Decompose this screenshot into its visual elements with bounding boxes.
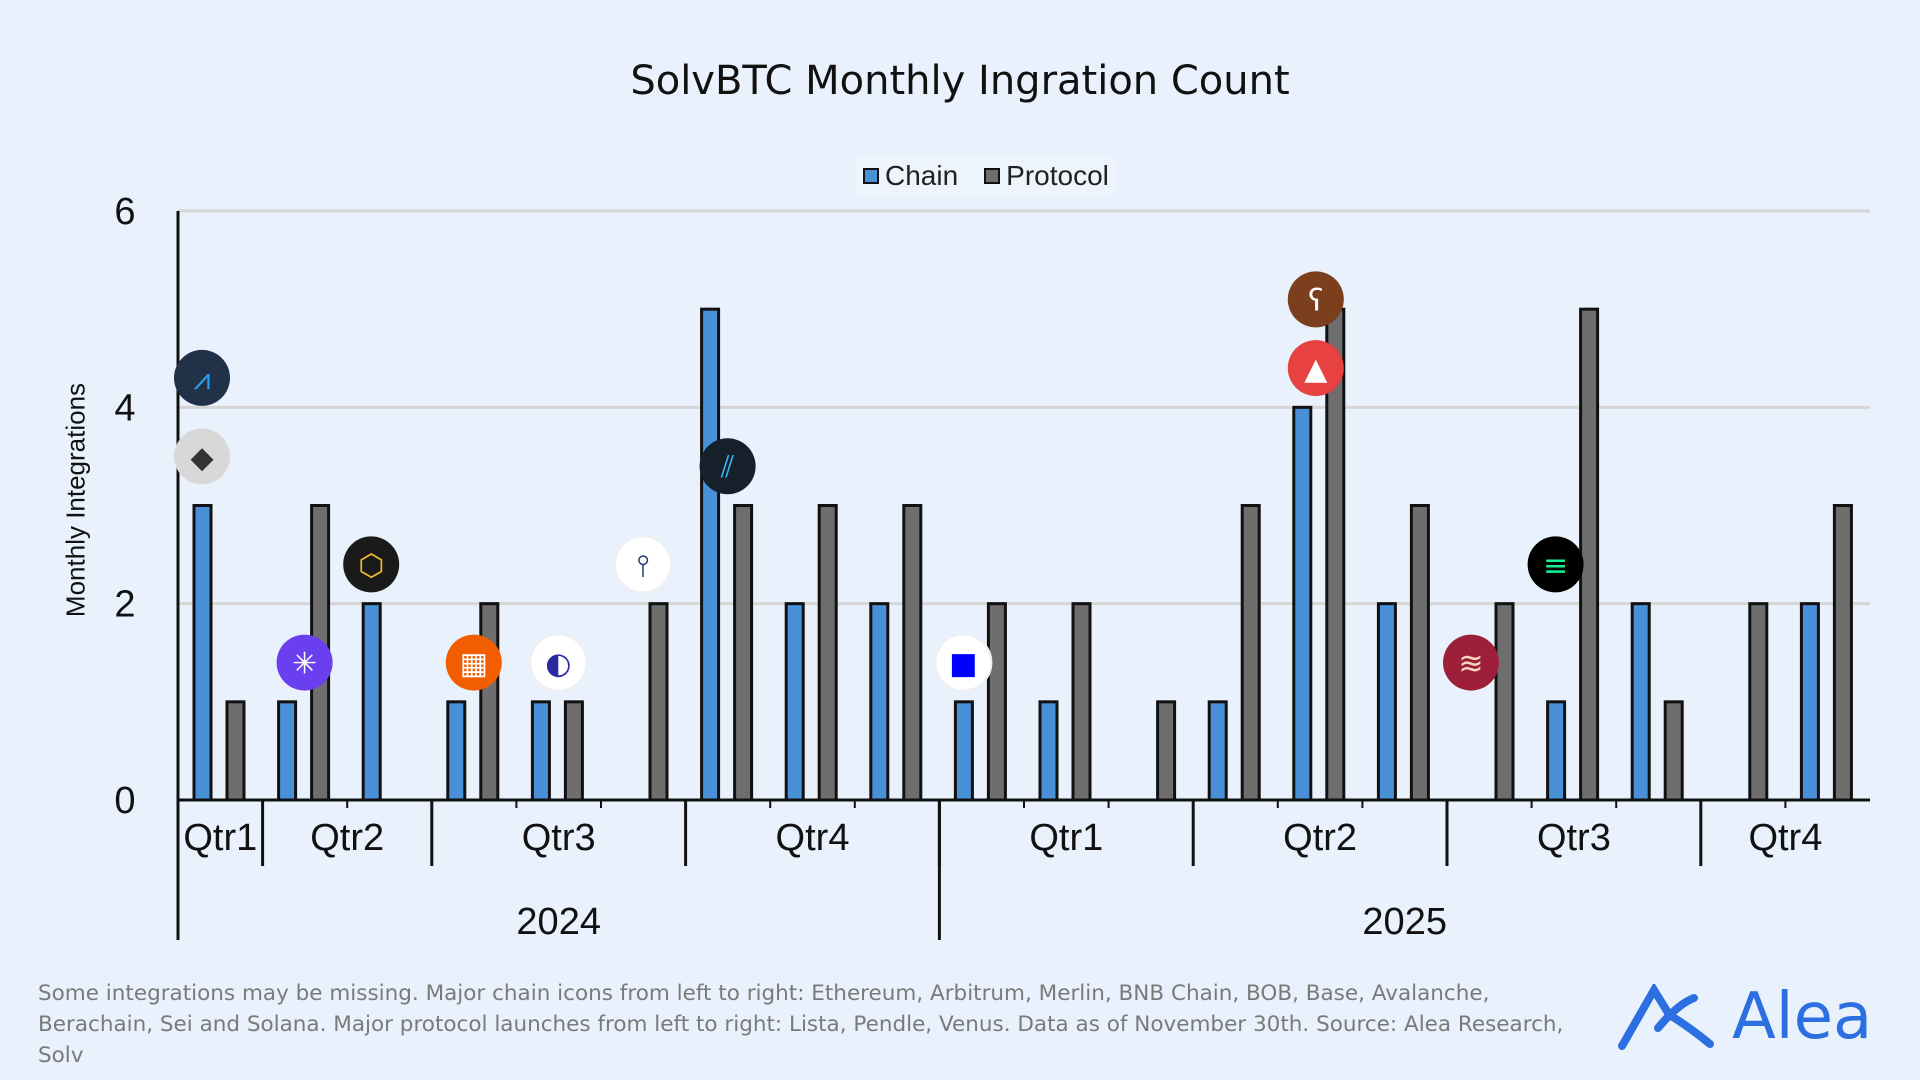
ethereum-icon-glyph: ◆ xyxy=(190,440,213,475)
bar-protocol xyxy=(648,602,669,802)
bar-chain xyxy=(530,700,551,802)
y-tick-label: 0 xyxy=(114,780,135,822)
lista-icon xyxy=(614,535,672,594)
venus-icon xyxy=(934,633,993,692)
ethereum-icon xyxy=(174,428,230,485)
quarter-label: Qtr4 xyxy=(1748,817,1822,859)
venus-icon-glyph: ■ xyxy=(949,647,977,682)
alea-logo-text: Alea xyxy=(1732,980,1873,1054)
merlin-icon-glyph: ✳ xyxy=(292,647,317,682)
legend-label-protocol: Protocol xyxy=(1006,160,1109,191)
quarter-label: Qtr3 xyxy=(1537,817,1611,859)
y-tick-label: 4 xyxy=(114,387,135,429)
bar-protocol xyxy=(1663,700,1684,802)
bar-chain xyxy=(1546,700,1567,802)
y-tick-label: 2 xyxy=(114,584,135,626)
y-tick-label: 6 xyxy=(114,191,135,233)
year-label: 2024 xyxy=(516,901,601,943)
bar-protocol xyxy=(733,504,754,802)
bob-icon-glyph: ▦ xyxy=(460,647,488,682)
avalanche-icon xyxy=(1287,340,1344,397)
bar-protocol xyxy=(1832,504,1853,802)
quarter-label: Qtr1 xyxy=(183,817,257,859)
solana-icon xyxy=(1527,536,1584,593)
bar-chain xyxy=(361,602,382,802)
arbitrum-icon xyxy=(174,349,230,406)
bar-protocol xyxy=(902,504,923,802)
legend-label-chain: Chain xyxy=(885,160,959,191)
bar-chain xyxy=(953,700,974,802)
bar-protocol xyxy=(1494,602,1515,802)
bar-chain xyxy=(277,700,298,802)
pendle-icon-glyph: ⫽ xyxy=(720,450,735,485)
bar-chain xyxy=(700,307,721,802)
bar-chain xyxy=(1799,602,1820,802)
bar-protocol xyxy=(563,700,584,802)
legend-swatch-protocol xyxy=(984,168,1001,184)
alea-logo: Alea xyxy=(1618,980,1872,1054)
berachain-icon-glyph: ʕ xyxy=(1308,283,1323,318)
year-label: 2025 xyxy=(1362,901,1447,943)
legend-item-chain: Chain xyxy=(863,160,958,192)
legend-item-protocol: Protocol xyxy=(984,160,1109,192)
arbitrum-icon-glyph: ⩘ xyxy=(194,362,211,397)
quarter-label: Qtr4 xyxy=(776,817,850,859)
footnote: Some integrations may be missing. Major … xyxy=(38,981,1564,1068)
quarter-label: Qtr1 xyxy=(1029,817,1103,859)
bar-chain xyxy=(1207,700,1228,802)
bar-protocol xyxy=(1240,504,1261,802)
bar-protocol xyxy=(479,602,500,802)
bar-chain xyxy=(1630,602,1651,802)
bar-protocol xyxy=(817,504,838,802)
legend: Chain Protocol xyxy=(855,158,1117,194)
bnb-chain-icon-glyph: ⬡ xyxy=(358,548,384,583)
bar-chain xyxy=(1292,405,1313,802)
base-icon xyxy=(529,633,588,692)
bob-icon xyxy=(445,634,502,691)
bar-protocol xyxy=(1409,504,1430,802)
quarter-label: Qtr3 xyxy=(522,817,596,859)
bar-protocol xyxy=(1071,602,1092,802)
pendle-icon xyxy=(699,438,756,495)
base-icon-glyph: ◐ xyxy=(545,647,571,682)
bar-protocol xyxy=(1579,307,1600,802)
berachain-icon xyxy=(1287,271,1344,328)
lista-icon-glyph: ⫯ xyxy=(636,548,649,583)
bar-chain xyxy=(1376,602,1397,802)
sei-icon xyxy=(1443,634,1499,691)
chart-title: SolvBTC Monthly Ingration Count xyxy=(630,58,1290,104)
sei-icon-glyph: ≋ xyxy=(1458,647,1483,682)
bar-chain xyxy=(784,602,805,802)
bar-chain xyxy=(446,700,467,802)
bar-protocol xyxy=(1748,602,1769,802)
legend-swatch-chain xyxy=(863,168,879,184)
bar-protocol xyxy=(225,700,246,802)
alea-logo-icon xyxy=(1618,984,1714,1050)
bar-protocol xyxy=(986,602,1007,802)
bar-chart: 0 2 4 6 Qtr1 Qtr2 Qtr3 Qtr4 Qtr1 Qtr2 Qtr3 Qtr4 2024… xyxy=(114,191,1870,943)
bar-chain xyxy=(869,602,890,802)
bar-chain xyxy=(192,504,213,802)
avalanche-icon-glyph: ▲ xyxy=(1304,352,1327,387)
bar-protocol xyxy=(1156,700,1177,802)
quarter-label: Qtr2 xyxy=(310,817,384,859)
quarter-label: Qtr2 xyxy=(1283,817,1357,859)
merlin-icon xyxy=(276,634,333,691)
solana-icon-glyph: ≡ xyxy=(1543,548,1568,583)
bnb-chain-icon xyxy=(343,536,400,593)
bar-chain xyxy=(1038,700,1059,802)
